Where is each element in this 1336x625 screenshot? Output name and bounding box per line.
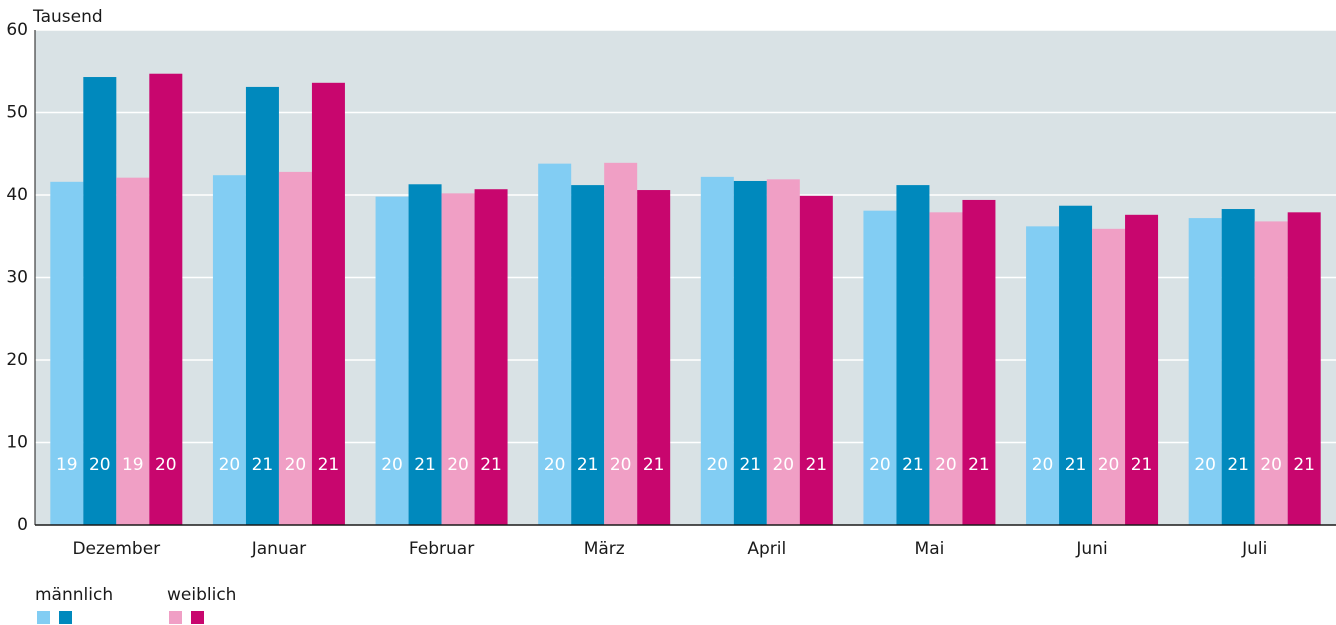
bar-label: 21 xyxy=(252,455,274,475)
bar xyxy=(929,212,963,525)
bar-label: 20 xyxy=(219,455,241,475)
bar-label: 20 xyxy=(869,455,891,475)
y-tick-label: 50 xyxy=(6,103,28,123)
bar xyxy=(766,179,800,525)
bar xyxy=(733,180,767,525)
bar xyxy=(637,190,671,526)
y-tick-label: 60 xyxy=(6,20,28,40)
bar xyxy=(1188,218,1222,525)
bar-label: 19 xyxy=(122,455,144,475)
x-tick-label: März xyxy=(584,539,625,559)
bar-label: 20 xyxy=(1032,455,1054,475)
bar-label: 21 xyxy=(902,455,924,475)
bar xyxy=(1125,214,1159,526)
legend-swatch xyxy=(37,611,50,624)
bar xyxy=(278,171,312,525)
bar-label: 20 xyxy=(610,455,632,475)
bar xyxy=(311,82,345,526)
bar-label: 20 xyxy=(1194,455,1216,475)
bar xyxy=(50,181,84,526)
bar xyxy=(245,86,279,526)
bar-label: 21 xyxy=(318,455,340,475)
bar xyxy=(1026,226,1060,525)
bar-label: 20 xyxy=(772,455,794,475)
y-unit: Tausend xyxy=(32,7,103,27)
bar-label: 21 xyxy=(414,455,436,475)
y-tick-label: 10 xyxy=(6,433,28,453)
x-tick-label: Februar xyxy=(409,539,474,559)
bar-label: 20 xyxy=(155,455,177,475)
bar xyxy=(149,73,183,525)
bar-label: 21 xyxy=(480,455,502,475)
legend-swatch xyxy=(191,611,204,624)
bar xyxy=(604,162,638,525)
x-tick-label: Mai xyxy=(915,539,945,559)
bar-label: 20 xyxy=(447,455,469,475)
y-tick-label: 40 xyxy=(6,185,28,205)
bar-label: 20 xyxy=(706,455,728,475)
bar-label: 20 xyxy=(89,455,111,475)
x-tick-label: Juni xyxy=(1075,539,1107,559)
legend-label: männlich xyxy=(35,585,113,605)
bar-label: 20 xyxy=(285,455,307,475)
y-tick-label: 0 xyxy=(17,515,28,535)
bar-label: 20 xyxy=(381,455,403,475)
bar xyxy=(799,195,833,525)
bar-label: 20 xyxy=(544,455,566,475)
bar-label: 21 xyxy=(643,455,665,475)
bar xyxy=(1059,205,1093,525)
x-tick-label: Januar xyxy=(251,539,306,559)
y-tick-label: 30 xyxy=(6,268,28,288)
y-tick-label: 20 xyxy=(6,350,28,370)
legend-swatch xyxy=(169,611,182,624)
bar-label: 20 xyxy=(1260,455,1282,475)
bar xyxy=(212,175,246,525)
bar xyxy=(863,210,897,526)
bar-label: 20 xyxy=(935,455,957,475)
bar xyxy=(538,163,572,525)
bar-label: 21 xyxy=(1293,455,1315,475)
bar xyxy=(700,176,734,525)
bar xyxy=(896,185,930,525)
bar-label: 21 xyxy=(739,455,761,475)
bar xyxy=(441,193,475,525)
legend-label: weiblich xyxy=(167,585,236,605)
bar xyxy=(962,199,996,525)
bar xyxy=(375,196,409,525)
bar xyxy=(83,77,117,526)
bar xyxy=(1092,228,1126,525)
x-tick-label: Dezember xyxy=(72,539,160,559)
bar-label: 21 xyxy=(1131,455,1153,475)
bar-label: 21 xyxy=(805,455,827,475)
x-tick-label: Juli xyxy=(1241,539,1267,559)
bar-label: 19 xyxy=(56,455,78,475)
bar-label: 21 xyxy=(1227,455,1249,475)
bar-label: 21 xyxy=(577,455,599,475)
bar-label: 21 xyxy=(1065,455,1087,475)
bar xyxy=(1221,209,1255,525)
bar xyxy=(408,184,442,525)
bar-label: 20 xyxy=(1098,455,1120,475)
bar xyxy=(474,189,508,525)
bar xyxy=(571,185,605,525)
bar-label: 21 xyxy=(968,455,990,475)
bar xyxy=(116,177,150,526)
legend-swatch xyxy=(59,611,72,624)
bar xyxy=(1287,212,1321,525)
x-tick-label: April xyxy=(747,539,786,559)
bar xyxy=(1254,221,1288,525)
